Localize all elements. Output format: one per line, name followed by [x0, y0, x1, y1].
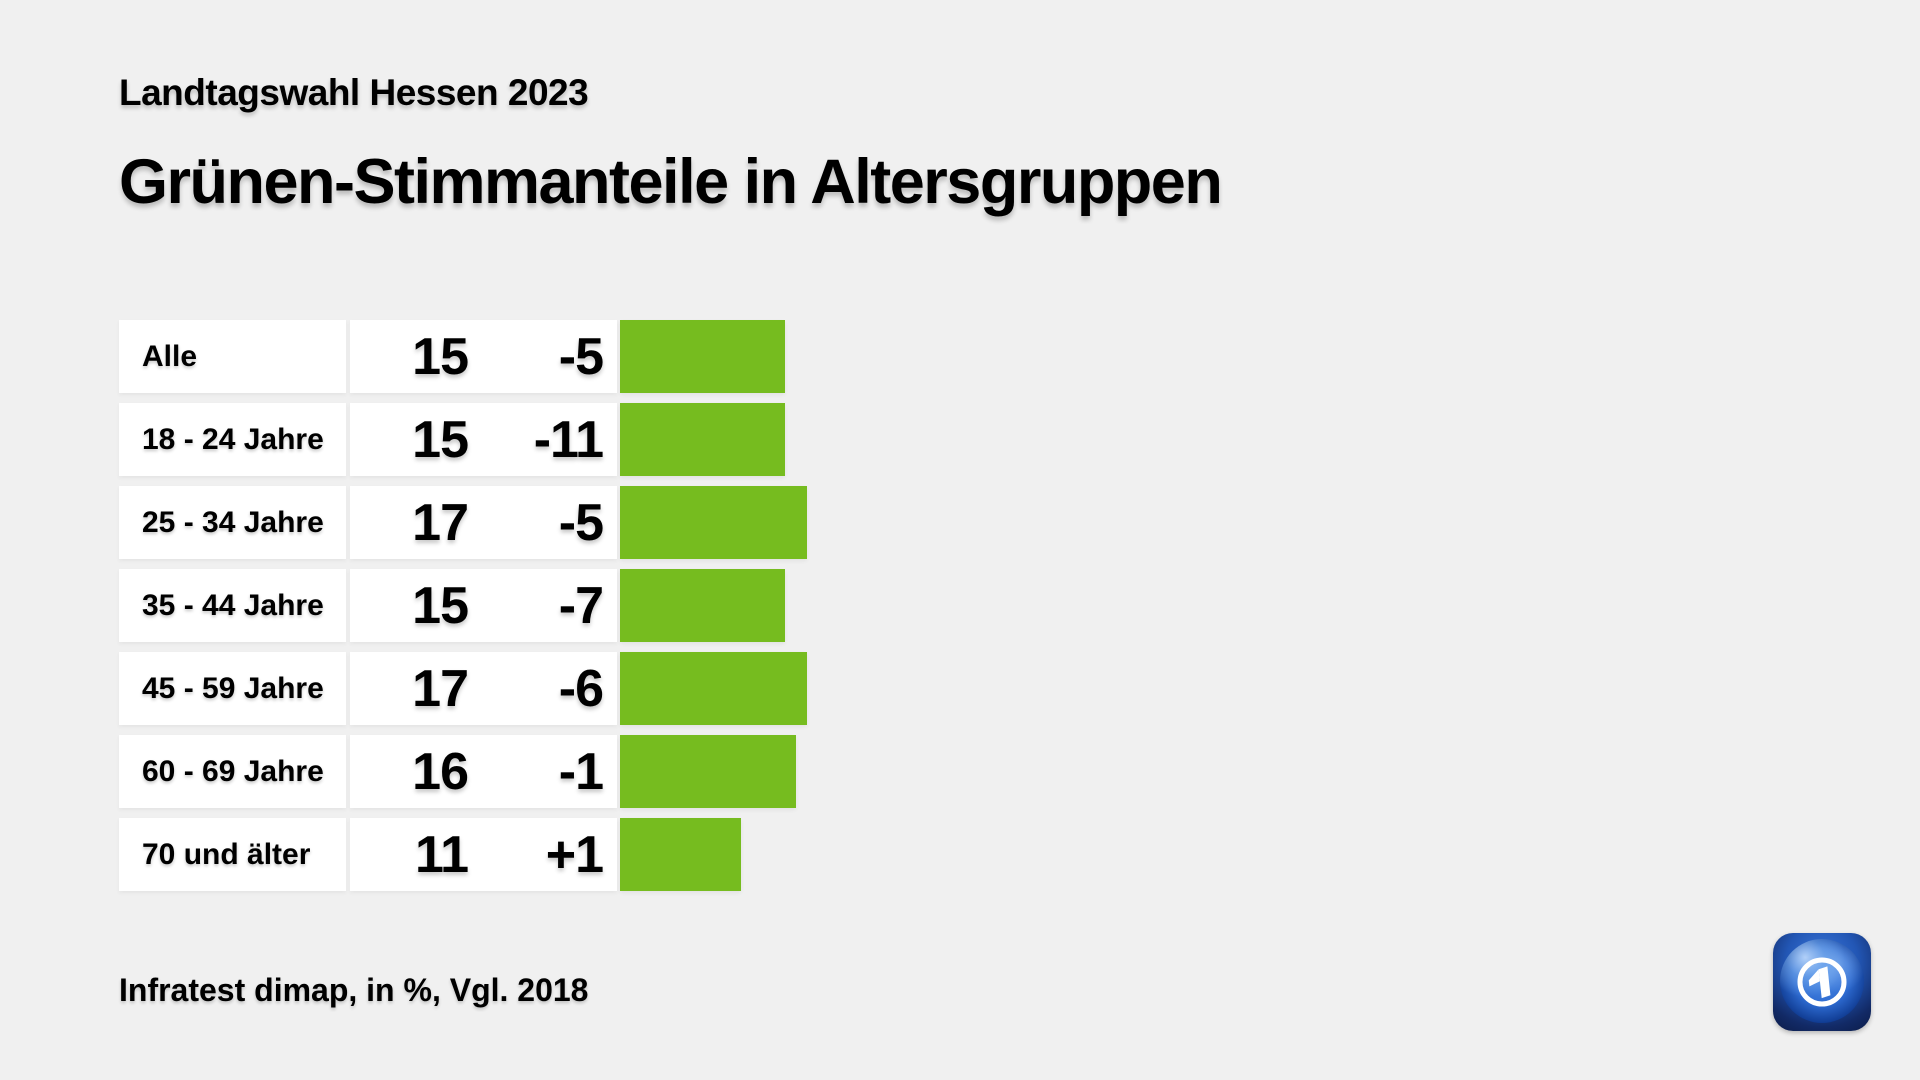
- table-row: 45 - 59 Jahre 17 -6: [119, 652, 807, 725]
- table-row: 25 - 34 Jahre 17 -5: [119, 486, 807, 559]
- value-percent: 15: [412, 327, 469, 386]
- value-diff: -7: [558, 576, 604, 635]
- value-percent: 11: [415, 825, 469, 884]
- chart-kicker: Landtagswahl Hessen 2023: [119, 72, 589, 113]
- row-label: 25 - 34 Jahre: [119, 486, 346, 559]
- value-percent: 15: [412, 576, 469, 635]
- value-diff: +1: [545, 825, 604, 884]
- value-bar: [620, 569, 785, 642]
- table-row: 35 - 44 Jahre 15 -7: [119, 569, 807, 642]
- row-values: 17 -6: [350, 652, 617, 725]
- row-values: 16 -1: [350, 735, 617, 808]
- value-percent: 17: [412, 493, 469, 552]
- table-row: 18 - 24 Jahre 15 -11: [119, 403, 807, 476]
- value-percent: 17: [412, 659, 469, 718]
- table-row: 60 - 69 Jahre 16 -1: [119, 735, 807, 808]
- value-percent: 15: [412, 410, 469, 469]
- source-note: Infratest dimap, in %, Vgl. 2018: [119, 972, 589, 1008]
- chart-title: Grünen-Stimmanteile in Altersgruppen: [119, 147, 1223, 217]
- value-bar: [620, 652, 807, 725]
- value-diff: -1: [558, 742, 604, 801]
- value-bar: [620, 320, 785, 393]
- value-diff: -6: [558, 659, 604, 718]
- row-values: 15 -5: [350, 320, 617, 393]
- table-row: 70 und älter 11 +1: [119, 818, 807, 891]
- value-percent: 16: [412, 742, 469, 801]
- ard-one-icon: [1797, 957, 1847, 1007]
- value-bar: [620, 486, 807, 559]
- value-bar: [620, 818, 741, 891]
- ard-logo: [1773, 933, 1871, 1031]
- row-label: 18 - 24 Jahre: [119, 403, 346, 476]
- row-values: 15 -7: [350, 569, 617, 642]
- value-diff: -11: [533, 410, 604, 469]
- row-values: 15 -11: [350, 403, 617, 476]
- row-label: 45 - 59 Jahre: [119, 652, 346, 725]
- row-label: 35 - 44 Jahre: [119, 569, 346, 642]
- row-label: 70 und älter: [119, 818, 346, 891]
- table-row: Alle 15 -5: [119, 320, 807, 393]
- row-label: 60 - 69 Jahre: [119, 735, 346, 808]
- value-diff: -5: [558, 493, 604, 552]
- row-label: Alle: [119, 320, 346, 393]
- age-group-table: Alle 15 -5 18 - 24 Jahre 15 -11 25 - 34 …: [119, 320, 807, 891]
- value-bar: [620, 403, 785, 476]
- row-values: 17 -5: [350, 486, 617, 559]
- value-diff: -5: [558, 327, 604, 386]
- value-bar: [620, 735, 796, 808]
- row-values: 11 +1: [350, 818, 617, 891]
